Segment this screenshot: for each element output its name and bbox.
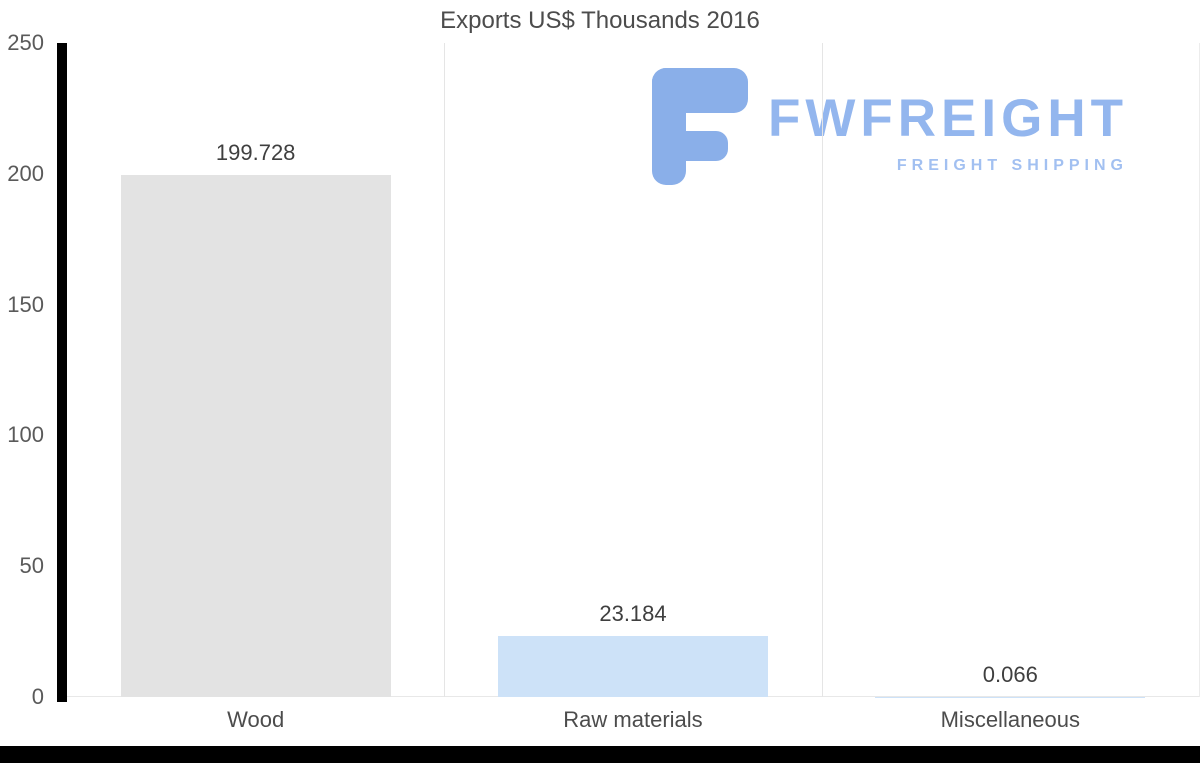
fwfreight-logo-icon	[652, 68, 748, 185]
y-axis-spine	[57, 43, 67, 702]
logo-tagline: FREIGHT SHIPPING	[896, 157, 1128, 174]
value-label-wood: 199.728	[215, 139, 296, 165]
y-tick-0: 0	[31, 684, 44, 709]
y-tick-50: 50	[19, 553, 44, 579]
y-tick-150: 150	[7, 291, 44, 317]
bar-raw-materials	[498, 636, 768, 697]
value-label-raw-materials: 23.184	[599, 601, 667, 627]
category-label-miscellaneous: Miscellaneous	[940, 707, 1081, 732]
y-tick-200: 200	[7, 160, 44, 186]
category-gridline	[444, 43, 446, 697]
value-label-miscellaneous: 0.066	[982, 661, 1038, 687]
chart-title: Exports US$ Thousands 2016	[440, 7, 760, 34]
y-tick-250: 250	[7, 30, 44, 55]
y-tick-100: 100	[7, 422, 44, 448]
bar-wood	[120, 174, 391, 697]
category-gridline	[821, 43, 823, 697]
bottom-black-bar	[0, 746, 1200, 763]
y-axis-labels: 0 50 100 150 200 250	[0, 30, 47, 709]
logo-text-block: FWFREIGHT FREIGHT SHIPPING	[768, 68, 1128, 175]
category-label-wood: Wood	[227, 707, 285, 732]
fwfreight-logo: FWFREIGHT FREIGHT SHIPPING	[652, 68, 1128, 185]
category-label-raw-materials: Raw materials	[563, 707, 703, 732]
x-axis-labels: Wood Raw materials Miscellaneous	[67, 705, 1200, 741]
plot-area: 199.728 23.184 0.066	[67, 43, 1200, 697]
logo-wordmark: FWFREIGHT	[768, 89, 1128, 148]
